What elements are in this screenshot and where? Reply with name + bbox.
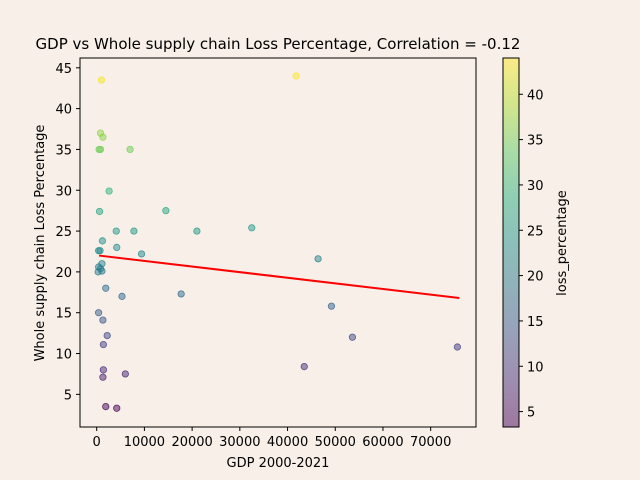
data-point (102, 402, 110, 411)
data-point (113, 404, 121, 412)
data-point (97, 76, 106, 84)
y-tick-label: 15 (55, 307, 72, 322)
data-point (327, 302, 336, 310)
colorbar-frame (502, 57, 520, 428)
y-tick-label: 40 (55, 103, 72, 118)
data-point (99, 340, 107, 349)
y-tick-label: 45 (55, 62, 72, 77)
y-tick-label: 30 (55, 184, 72, 199)
data-point (99, 366, 107, 374)
data-point (193, 227, 201, 235)
data-point (105, 187, 113, 195)
colorbar-tick-label: 25 (527, 224, 544, 239)
y-tick-label: 5 (64, 388, 72, 403)
data-points (94, 72, 461, 412)
data-point (137, 250, 146, 258)
data-point (98, 237, 107, 245)
x-tick-label: 40000 (267, 435, 308, 450)
x-axis: 0 10000 20000 30000 40000 50000 60000 70000 (93, 427, 451, 450)
colorbar-tick-label: 35 (527, 134, 544, 149)
colorbar-tick-label: 5 (527, 406, 535, 421)
data-point (300, 362, 308, 371)
x-axis-label: GDP 2000-2021 (227, 456, 330, 471)
colorbar: 5 10 15 20 25 30 35 40 loss_percentage (502, 57, 570, 428)
data-point (130, 227, 138, 235)
colorbar-tick-label: 20 (527, 270, 544, 285)
data-point (103, 331, 111, 340)
data-point (292, 72, 300, 80)
x-tick-label: 50000 (315, 435, 356, 450)
colorbar-ticks: 5 10 15 20 25 30 35 40 (519, 88, 544, 421)
trendline-group (98, 254, 460, 300)
data-point (99, 133, 107, 141)
data-point (98, 267, 106, 275)
data-point (102, 284, 110, 292)
data-point (121, 370, 129, 378)
y-axis-label: Whole supply chain Loss Percentage (33, 125, 48, 362)
x-tick-label: 30000 (219, 435, 260, 450)
data-point (96, 145, 105, 154)
y-tick-label: 10 (55, 348, 72, 363)
trendline (98, 254, 460, 300)
colorbar-tick-label: 30 (527, 179, 544, 194)
x-tick-label: 60000 (362, 435, 403, 450)
y-tick-label: 20 (55, 266, 72, 281)
y-tick-label: 25 (55, 225, 72, 240)
colorbar-tick-label: 10 (527, 360, 544, 375)
chart-title: GDP vs Whole supply chain Loss Percentag… (36, 35, 521, 53)
data-point (95, 309, 103, 317)
data-point (314, 255, 322, 263)
data-point (113, 243, 121, 251)
x-tick-label: 70000 (410, 435, 451, 450)
data-point (95, 207, 104, 216)
colorbar-tick-label: 40 (527, 88, 544, 103)
colorbar-gradient (503, 58, 519, 427)
data-point (177, 290, 185, 298)
data-point (126, 145, 134, 154)
data-point (112, 227, 120, 235)
data-point (453, 343, 461, 351)
data-point (118, 292, 126, 300)
data-point (248, 224, 256, 232)
data-point (99, 373, 107, 381)
data-point (99, 316, 107, 324)
data-point (348, 333, 357, 341)
x-tick-label: 0 (93, 435, 101, 450)
colorbar-label: loss_percentage (555, 190, 570, 296)
x-tick-label: 20000 (171, 435, 212, 450)
x-tick-label: 10000 (124, 435, 165, 450)
y-axis: 5 10 15 20 25 30 35 40 45 (55, 62, 80, 403)
colorbar-tick-label: 15 (527, 315, 544, 330)
plot-area (79, 57, 477, 428)
data-point (162, 207, 170, 215)
y-tick-label: 35 (55, 143, 72, 158)
data-point (96, 247, 104, 255)
